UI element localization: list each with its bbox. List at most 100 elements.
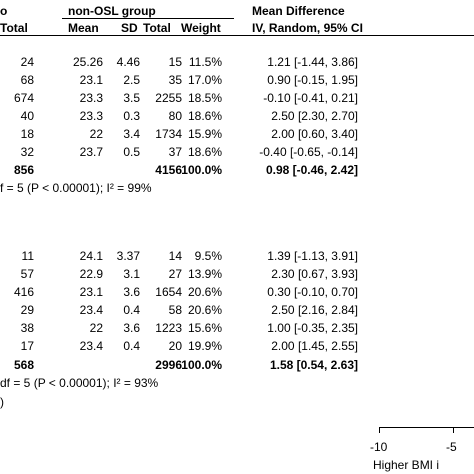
oslgroup-total-cell: 57	[20, 267, 34, 281]
control-total-cell: 2255	[155, 91, 182, 105]
control-sd-cell: 2.5	[123, 73, 140, 87]
control-mean-cell: 23.7	[79, 145, 103, 159]
weight-cell: 18.6%	[187, 145, 222, 159]
control-total-cell: 1223	[155, 321, 182, 335]
subtotal-weight: 100.0%	[181, 163, 222, 177]
weight-cell: 11.5%	[188, 55, 222, 69]
oslgroup-total-cell: 674	[13, 91, 34, 105]
weight-cell: 9.5%	[194, 249, 222, 263]
oslgroup-total-cell: 38	[20, 321, 34, 335]
oslgroup-total-cell: 11	[21, 249, 34, 263]
weight-cell: 18.6%	[187, 109, 222, 123]
subtotal-weight: 100.0%	[181, 358, 222, 372]
control-total-cell: 37	[168, 145, 182, 159]
oslgroup-total-cell: 24	[20, 55, 34, 69]
subtotal-osl-count: 856	[13, 163, 34, 177]
x-axis-line	[379, 427, 474, 428]
weight-cell: 15.6%	[187, 321, 222, 335]
control-sd-cell: 0.4	[123, 339, 140, 353]
control-sd-cell: 4.46	[116, 55, 140, 69]
ci-cell: 0.90 [-0.15, 1.95]	[267, 73, 358, 87]
heterogeneity-text: df = 5 (P < 0.00001); I² = 93%	[0, 376, 159, 390]
control-total-cell: 80	[168, 109, 182, 123]
control-sd-cell: 3.4	[123, 127, 140, 141]
weight-cell: 17.0%	[187, 73, 222, 87]
control-total-cell: 15	[168, 55, 182, 69]
x-axis-tick	[453, 427, 454, 433]
subtotal-control-count: 4156	[155, 163, 182, 177]
control-mean-cell: 23.3	[79, 109, 103, 123]
control-mean-cell: 23.1	[79, 73, 103, 87]
control-sd-cell: 3.5	[123, 91, 140, 105]
oslgroup-total-cell: 68	[20, 73, 34, 87]
header-rule	[0, 35, 474, 36]
control-total-cell: 35	[168, 73, 182, 87]
control-mean-cell: 22.9	[79, 267, 103, 281]
control-total-cell: 27	[168, 267, 182, 281]
oslgroup-total-cell: 29	[20, 303, 34, 317]
control-sd-cell: 3.37	[116, 249, 140, 263]
group-header-left-fragment: o	[0, 4, 8, 18]
heterogeneity-text: f = 5 (P < 0.00001); I² = 99%	[0, 181, 152, 195]
control-total-cell: 20	[168, 339, 182, 353]
column-header-total: Total	[143, 21, 171, 35]
column-header-ci: IV, Random, 95% CI	[252, 21, 363, 35]
ci-cell: 2.50 [2.16, 2.84]	[271, 303, 358, 317]
weight-cell: 18.5%	[187, 91, 222, 105]
control-sd-cell: 0.4	[123, 303, 140, 317]
weight-cell: 20.6%	[187, 303, 222, 317]
ci-cell: 2.50 [2.30, 2.70]	[271, 109, 358, 123]
oslgroup-total-cell: 17	[20, 339, 34, 353]
control-sd-cell: 3.6	[123, 285, 140, 299]
group-header-non-osl: non-OSL group	[68, 4, 156, 18]
column-header-mean: Mean	[68, 21, 99, 35]
subtotal-ci: 0.98 [-0.46, 2.42]	[265, 163, 358, 177]
control-mean-cell: 23.3	[79, 91, 103, 105]
control-mean-cell: 23.1	[79, 285, 103, 299]
ci-cell: 2.30 [0.67, 3.93]	[271, 267, 358, 281]
x-axis-tick-label: -5	[446, 440, 457, 454]
control-sd-cell: 0.5	[123, 145, 140, 159]
weight-cell: 19.9%	[187, 339, 222, 353]
control-mean-cell: 22	[89, 127, 103, 141]
overall-effect-fragment: )	[0, 395, 4, 409]
ci-cell: 1.21 [-1.44, 3.86]	[267, 55, 358, 69]
control-total-cell: 14	[168, 249, 182, 263]
oslgroup-total-cell: 18	[20, 127, 34, 141]
subtotal-ci: 1.58 [0.54, 2.63]	[269, 358, 358, 372]
control-sd-cell: 0.3	[123, 109, 140, 123]
oslgroup-total-cell: 416	[13, 285, 34, 299]
control-mean-cell: 23.4	[79, 303, 103, 317]
control-sd-cell: 3.1	[123, 267, 140, 281]
ci-cell: -0.40 [-0.65, -0.14]	[259, 145, 358, 159]
ci-cell: 2.00 [0.60, 3.40]	[271, 127, 358, 141]
weight-cell: 20.6%	[187, 285, 222, 299]
column-header-total-left: Total	[0, 21, 28, 35]
column-header-sd: SD	[121, 21, 138, 35]
control-sd-cell: 3.6	[123, 321, 140, 335]
ci-cell: 1.00 [-0.35, 2.35]	[267, 321, 358, 335]
control-mean-cell: 25.26	[72, 55, 103, 69]
ci-cell: 0.30 [-0.10, 0.70]	[267, 285, 358, 299]
oslgroup-total-cell: 40	[20, 109, 34, 123]
group-header-underline	[62, 18, 234, 19]
control-total-cell: 1734	[155, 127, 182, 141]
x-axis-direction-label: Higher BMI i	[373, 458, 440, 472]
control-mean-cell: 22	[89, 321, 103, 335]
control-total-cell: 1654	[155, 285, 182, 299]
ci-cell: 1.39 [-1.13, 3.91]	[267, 249, 358, 263]
column-header-weight: Weight	[181, 21, 221, 35]
subtotal-control-count: 2996	[155, 358, 182, 372]
weight-cell: 15.9%	[187, 127, 222, 141]
control-mean-cell: 24.1	[79, 249, 103, 263]
oslgroup-total-cell: 32	[20, 145, 34, 159]
weight-cell: 13.9%	[187, 267, 222, 281]
control-mean-cell: 23.4	[79, 339, 103, 353]
control-total-cell: 58	[168, 303, 182, 317]
subtotal-osl-count: 568	[13, 358, 34, 372]
ci-cell: 2.00 [1.45, 2.55]	[271, 339, 358, 353]
x-axis-tick	[379, 427, 380, 433]
ci-cell: -0.10 [-0.41, 0.21]	[263, 91, 358, 105]
x-axis-tick-label: -10	[370, 440, 388, 454]
effect-measure-title: Mean Difference	[252, 4, 345, 18]
